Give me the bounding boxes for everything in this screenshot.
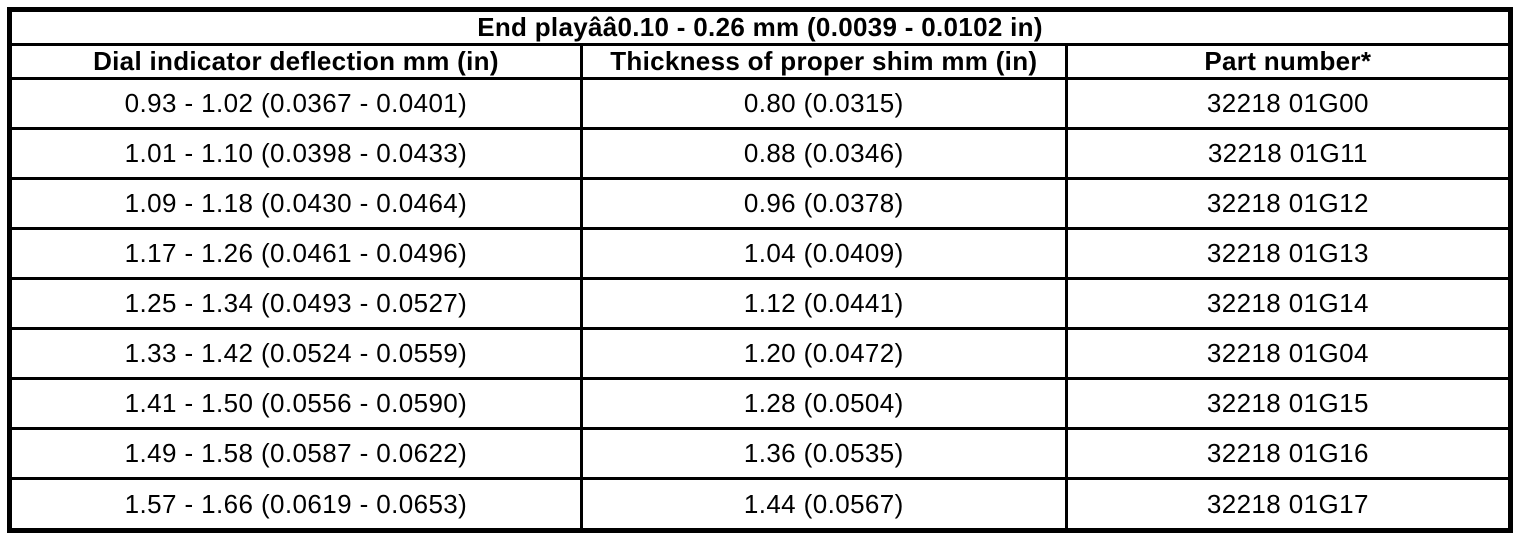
table-row: 1.09 - 1.18 (0.0430 - 0.0464) 0.96 (0.037… [8,177,1513,231]
part-number-cell: 32218 01G04 [1064,327,1513,381]
part-number-cell: 32218 01G17 [1064,477,1513,532]
part-number-cell: 32218 01G13 [1064,227,1513,281]
shim-thickness-cell: 0.96 (0.0378) [579,177,1068,231]
shim-thickness-cell: 0.80 (0.0315) [579,76,1068,131]
table-row: 1.57 - 1.66 (0.0619 - 0.0653) 1.44 (0.056… [8,477,1513,532]
shim-thickness-cell: 1.44 (0.0567) [579,477,1068,532]
deflection-cell: 1.01 - 1.10 (0.0398 - 0.0433) [8,127,583,181]
table-row: 1.41 - 1.50 (0.0556 - 0.0590) 1.28 (0.050… [8,377,1513,431]
table-row: 1.25 - 1.34 (0.0493 - 0.0527) 1.12 (0.044… [8,277,1513,331]
shim-thickness-cell: 1.20 (0.0472) [579,327,1068,381]
deflection-cell: 1.25 - 1.34 (0.0493 - 0.0527) [8,277,583,331]
column-header-shim-thickness: Thickness of proper shim mm (in) [579,43,1068,80]
table-row: 1.49 - 1.58 (0.0587 - 0.0622) 1.36 (0.053… [8,427,1513,481]
shim-thickness-cell: 1.36 (0.0535) [579,427,1068,481]
column-header-row: Dial indicator deflection mm (in) Thickn… [8,43,1513,80]
deflection-cell: 1.17 - 1.26 (0.0461 - 0.0496) [8,227,583,281]
shim-thickness-cell: 0.88 (0.0346) [579,127,1068,181]
part-number-cell: 32218 01G14 [1064,277,1513,331]
part-number-cell: 32218 01G15 [1064,377,1513,431]
table-row: 1.17 - 1.26 (0.0461 - 0.0496) 1.04 (0.040… [8,227,1513,281]
deflection-cell: 0.93 - 1.02 (0.0367 - 0.0401) [8,76,583,131]
part-number-cell: 32218 01G00 [1064,76,1513,131]
table-title: End playââ0.10 - 0.26 mm (0.0039 - 0.010… [8,8,1512,46]
column-header-deflection: Dial indicator deflection mm (in) [8,43,583,80]
deflection-cell: 1.41 - 1.50 (0.0556 - 0.0590) [8,377,583,431]
table-title-row: End playââ0.10 - 0.26 mm (0.0039 - 0.010… [8,8,1512,46]
table-row: 1.33 - 1.42 (0.0524 - 0.0559) 1.20 (0.047… [8,327,1513,381]
deflection-cell: 1.49 - 1.58 (0.0587 - 0.0622) [8,427,583,481]
deflection-cell: 1.09 - 1.18 (0.0430 - 0.0464) [8,177,583,231]
part-number-cell: 32218 01G12 [1064,177,1513,231]
shim-thickness-cell: 1.04 (0.0409) [579,227,1068,281]
column-header-part-number: Part number* [1064,43,1513,80]
table-row: 0.93 - 1.02 (0.0367 - 0.0401) 0.80 (0.031… [8,76,1513,131]
shim-selection-table: End playââ0.10 - 0.26 mm (0.0039 - 0.010… [7,7,1513,533]
part-number-cell: 32218 01G16 [1064,427,1513,481]
deflection-cell: 1.33 - 1.42 (0.0524 - 0.0559) [8,327,583,381]
deflection-cell: 1.57 - 1.66 (0.0619 - 0.0653) [8,477,583,532]
table-row: 1.01 - 1.10 (0.0398 - 0.0433) 0.88 (0.034… [8,127,1513,181]
part-number-cell: 32218 01G11 [1064,127,1513,181]
shim-thickness-cell: 1.28 (0.0504) [579,377,1068,431]
shim-thickness-cell: 1.12 (0.0441) [579,277,1068,331]
table-body: 0.93 - 1.02 (0.0367 - 0.0401) 0.80 (0.031… [8,76,1513,532]
